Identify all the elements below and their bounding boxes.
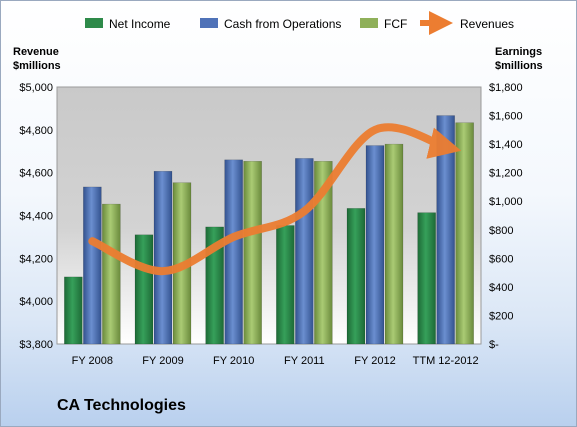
bar-net-income xyxy=(276,225,295,345)
right-tick-label: $1,000 xyxy=(489,196,523,208)
bar-net-income xyxy=(64,276,83,345)
right-tick-label: $400 xyxy=(489,282,513,294)
x-tick-label: FY 2010 xyxy=(213,355,254,367)
right-axis-title-line1: Earnings xyxy=(495,46,542,58)
bar-cash-from-operations xyxy=(365,145,385,345)
legend-label-cash-from-operations: Cash from Operations xyxy=(224,17,341,31)
plot-area xyxy=(56,86,482,345)
bar-net-income xyxy=(346,208,366,345)
legend: Net Income Cash from Operations FCF Reve… xyxy=(85,11,514,35)
left-tick-label: $4,800 xyxy=(19,125,53,137)
legend-swatch-cash-from-operations xyxy=(200,18,218,28)
right-tick-label: $1,800 xyxy=(489,82,523,94)
right-axis-ticks: $- $200 $400 $600 $800 $1,000 $1,200 $1,400 $1,6… xyxy=(489,82,523,351)
x-tick-label: FY 2008 xyxy=(72,355,113,367)
left-axis-ticks: $3,800 $4,000 $4,200 $4,400 $4,600 $4,800 $5,0… xyxy=(19,82,53,351)
right-tick-label: $1,200 xyxy=(489,168,523,180)
bar-cash-from-operations xyxy=(83,186,102,345)
left-tick-label: $4,200 xyxy=(19,253,53,265)
left-axis-title-line2: $millions xyxy=(13,60,61,72)
left-tick-label: $3,800 xyxy=(19,339,53,351)
legend-swatch-net-income xyxy=(85,18,103,28)
left-tick-label: $5,000 xyxy=(19,82,53,94)
revenues-line xyxy=(88,123,462,276)
bar-net-income xyxy=(417,212,436,345)
legend-swatch-fcf xyxy=(360,18,378,28)
x-axis-ticks: FY 2008 FY 2009 FY 2010 FY 2011 FY 2012 TTM 1… xyxy=(72,355,479,367)
bar-cash-from-operations xyxy=(224,159,243,345)
right-tick-label: $800 xyxy=(489,225,513,237)
bar-cash-from-operations xyxy=(153,170,173,345)
legend-label-revenues: Revenues xyxy=(460,17,514,31)
bars-layer xyxy=(64,115,474,345)
left-tick-label: $4,400 xyxy=(19,211,53,223)
left-axis-title-line1: Revenue xyxy=(13,46,59,58)
bar-cash-from-operations xyxy=(295,158,314,345)
right-tick-label: $200 xyxy=(489,310,513,322)
x-tick-label: FY 2012 xyxy=(354,355,395,367)
bar-fcf xyxy=(384,143,404,345)
x-tick-label: TTM 12-2012 xyxy=(413,355,479,367)
legend-label-fcf: FCF xyxy=(384,17,407,31)
right-axis-title-line2: $millions xyxy=(495,60,543,72)
bar-net-income xyxy=(134,234,154,345)
right-tick-label: $- xyxy=(489,339,499,351)
left-tick-label: $4,000 xyxy=(19,296,53,308)
bar-net-income xyxy=(205,226,224,345)
bar-fcf xyxy=(314,160,333,345)
right-tick-label: $600 xyxy=(489,253,513,265)
legend-label-net-income: Net Income xyxy=(109,17,171,31)
right-tick-label: $1,600 xyxy=(489,111,523,123)
bar-cash-from-operations xyxy=(436,115,455,345)
left-tick-label: $4,600 xyxy=(19,168,53,180)
company-name: CA Technologies xyxy=(57,397,186,414)
x-tick-label: FY 2011 xyxy=(284,355,325,367)
x-tick-label: FY 2009 xyxy=(142,355,183,367)
right-tick-label: $1,400 xyxy=(489,139,523,151)
bar-fcf xyxy=(102,203,121,345)
bar-fcf xyxy=(455,122,474,345)
bar-fcf xyxy=(243,160,262,345)
